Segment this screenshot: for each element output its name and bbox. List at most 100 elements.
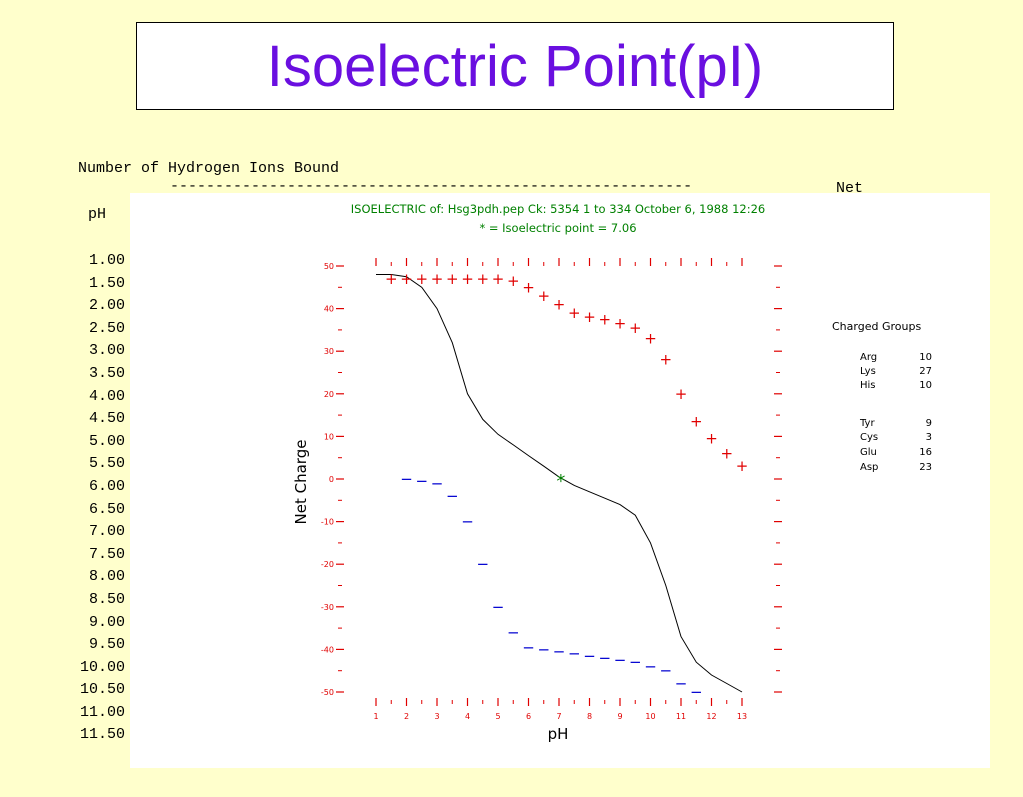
x-tick-label: 7 (556, 712, 561, 721)
positive-charge-marker: + (690, 412, 703, 430)
positive-charge-marker: + (659, 351, 672, 369)
positive-charge-marker: + (583, 308, 596, 326)
x-tick-label: 8 (587, 712, 592, 721)
negative-charge-marker: − (537, 640, 550, 658)
y-tick-label: 20 (324, 390, 334, 399)
legend-group-name: His (860, 380, 876, 391)
ph-value: 3.50 (88, 364, 125, 382)
ph-value: 2.50 (88, 319, 125, 337)
legend-group-name: Arg (860, 352, 877, 363)
legend-group-count: 16 (919, 447, 932, 458)
positive-charge-marker: + (492, 270, 505, 288)
x-tick-label: 13 (737, 712, 747, 721)
net-charge-line (376, 274, 743, 693)
negative-markers: − − −−−−−−− − − − − − − − − −− − (400, 470, 702, 701)
positive-charge-marker: + (568, 304, 581, 322)
negative-charge-marker: − (659, 662, 672, 680)
ph-value: 1.00 (88, 252, 125, 269)
positive-charge-marker: + (507, 272, 520, 290)
x-tick-label: 10 (645, 712, 655, 721)
ph-value: 9.50 (88, 636, 125, 654)
y-tick-label: 30 (324, 347, 334, 356)
positive-charge-marker: + (614, 315, 627, 333)
negative-charge-marker: − (400, 470, 413, 488)
legend-group-name: Glu (860, 447, 877, 458)
y-tick-label: 10 (324, 432, 334, 441)
ph-value: 10.00 (79, 658, 125, 676)
legend-group-count: 3 (926, 432, 932, 443)
positive-charge-marker: + (461, 270, 474, 288)
positive-charge-marker: + (553, 295, 566, 313)
ph-value: 4.00 (88, 387, 125, 405)
y-tick-label: -30 (321, 603, 334, 612)
positive-charge-marker: + (720, 444, 733, 462)
isoelectric-point-marker: * (556, 471, 565, 492)
ph-value: 3.00 (88, 342, 125, 360)
ph-value: 1.50 (88, 274, 125, 292)
ph-value: 4.50 (88, 410, 125, 428)
negative-charge-marker: − (461, 513, 474, 531)
chart-subtitle: * = Isoelectric point = 7.06 (479, 221, 636, 235)
x-tick-label: 6 (526, 712, 531, 721)
positive-charge-marker: + (598, 310, 611, 328)
isoelectric-chart: ISOELECTRIC of: Hsg3pdh.pep Ck: 5354 1 t… (292, 202, 932, 743)
negative-charge-marker: − (507, 623, 520, 641)
table-header-dashes: ----------------------------------------… (170, 178, 693, 195)
positive-charge-marker: + (675, 385, 688, 403)
positive-charge-marker: + (400, 270, 413, 288)
negative-charge-marker: − (553, 643, 566, 661)
legend-group-count: 10 (919, 352, 932, 363)
positive-charge-marker: + (537, 287, 550, 305)
positive-charge-marker: + (629, 319, 642, 337)
table-header-net: Net (836, 180, 864, 197)
negative-charge-marker: − (583, 647, 596, 665)
ph-value: 7.00 (88, 523, 125, 541)
y-tick-label: -50 (321, 688, 334, 697)
ph-value: 11.00 (79, 703, 125, 721)
negative-charge-marker: − (614, 651, 627, 669)
legend-group-name: Tyr (859, 418, 875, 429)
positive-charge-marker: + (736, 457, 749, 475)
ph-value: 9.00 (88, 613, 125, 631)
ph-value: 10.50 (79, 681, 125, 699)
chart-title: ISOELECTRIC of: Hsg3pdh.pep Ck: 5354 1 t… (351, 202, 765, 216)
y-tick-label: -40 (321, 645, 334, 654)
y-tick-label: 40 (324, 305, 334, 314)
legend-group-count: 10 (919, 380, 932, 391)
ph-value: 6.50 (88, 500, 125, 518)
y-tick-label: -10 (321, 518, 334, 527)
negative-charge-marker: − (492, 598, 505, 616)
positive-charge-marker: + (385, 270, 398, 288)
negative-charge-marker: − (690, 683, 703, 701)
table-header-hydrogen-ions: Number of Hydrogen Ions Bound (78, 160, 340, 177)
y-tick-label: -20 (321, 560, 334, 569)
legend-group-name: Asp (860, 462, 878, 473)
negative-charge-marker: − (629, 653, 642, 671)
negative-charge-marker: − (415, 472, 428, 490)
legend-group-name: Lys (860, 366, 876, 377)
ph-value-list: 1.00 1.50 2.00 2.50 3.00 3.50 4.00 4.50 5.00 5.50… (60, 250, 125, 747)
ph-value: 2.00 (88, 297, 125, 315)
ph-value: 5.00 (88, 432, 125, 450)
legend-group-count: 23 (919, 462, 932, 473)
x-tick-label: 3 (434, 712, 439, 721)
positive-charge-marker: + (705, 430, 718, 448)
x-tick-label: 9 (617, 712, 622, 721)
ph-value: 11.50 (79, 726, 125, 744)
negative-charge-marker: − (522, 638, 535, 656)
y-tick-label: 50 (324, 262, 334, 271)
y-axis-label: Net Charge (292, 440, 310, 525)
x-tick-label: 5 (495, 712, 500, 721)
negative-charge-marker: − (476, 555, 489, 573)
charged-groups-legend: Charged Groups Arg 10 Lys 27 His 10 Tyr 9 Cys 3 Gl… (832, 320, 932, 473)
ph-value: 6.00 (88, 477, 125, 495)
x-tick-labels: 1 2 3 4 5 6 7 8 9 10 11 12 13 (373, 712, 747, 721)
x-tick-label: 4 (465, 712, 470, 721)
ph-value: 7.50 (88, 545, 125, 563)
slide-title-box: Isoelectric Point(pI) (136, 22, 894, 110)
positive-charge-marker: + (522, 278, 535, 296)
x-tick-label: 2 (404, 712, 409, 721)
negative-charge-marker: − (568, 645, 581, 663)
x-tick-label: 1 (373, 712, 378, 721)
legend-group-count: 27 (919, 366, 932, 377)
